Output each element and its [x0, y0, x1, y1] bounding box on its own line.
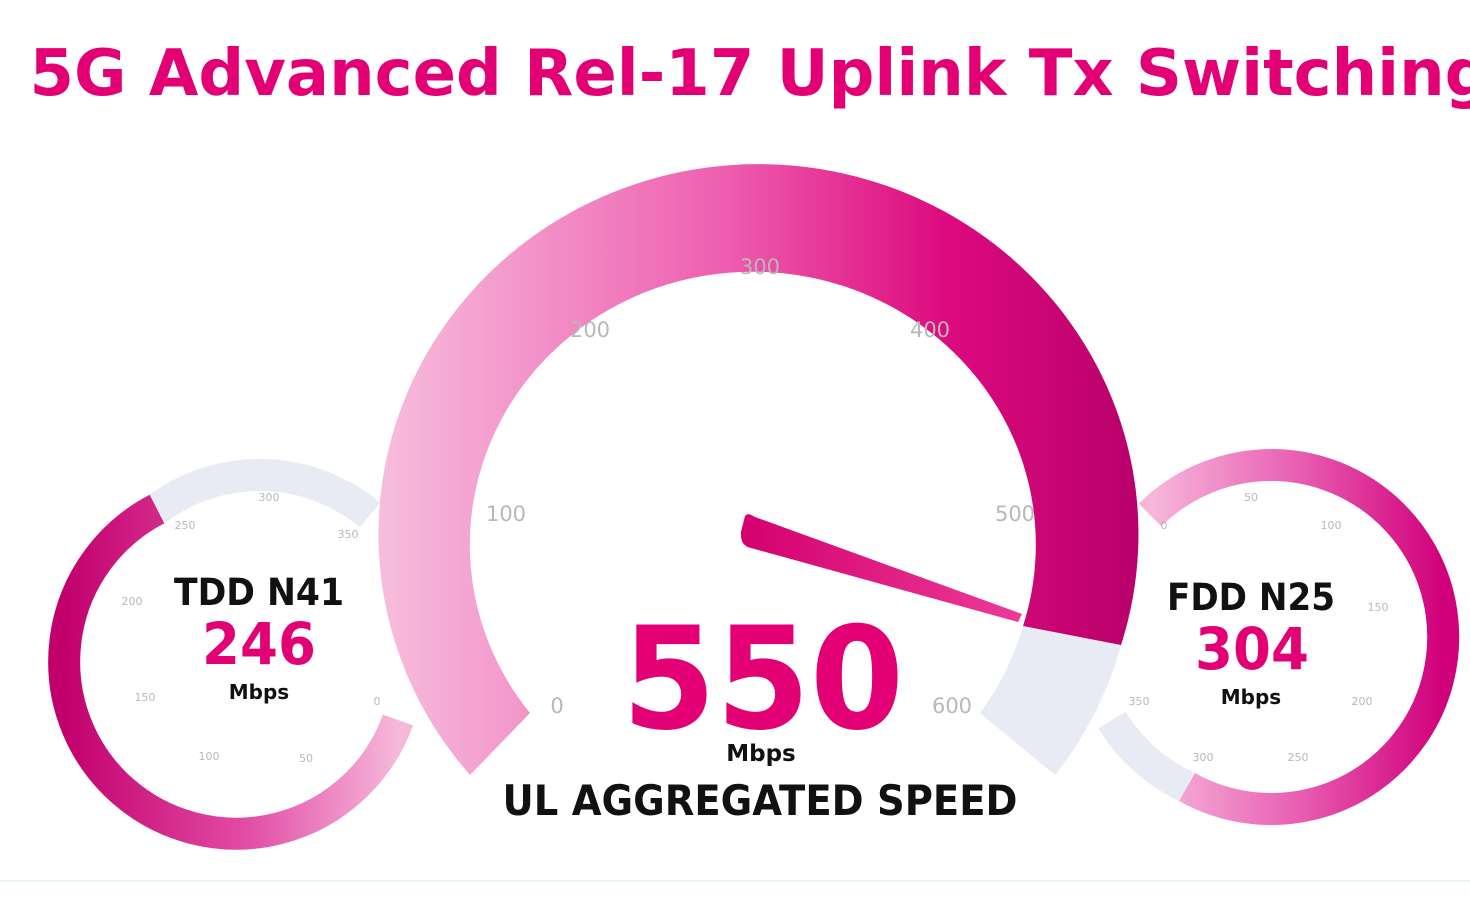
right-gauge-name: FDD N25	[1167, 576, 1335, 619]
left-gauge-name: TDD N41	[174, 571, 344, 614]
left-tick-150: 150	[135, 691, 156, 704]
main-tick-400: 400	[910, 318, 950, 342]
left-tick-350: 350	[338, 528, 359, 541]
right-tick-250: 250	[1288, 751, 1309, 764]
right-gauge-fill-arc	[1138, 449, 1460, 826]
right-tick-200: 200	[1352, 695, 1373, 708]
main-gauge-fill-arc	[378, 164, 1139, 775]
left-tick-0: 0	[374, 695, 381, 708]
page-title: 5G Advanced Rel-17 Uplink Tx Switching	[30, 37, 1470, 111]
right-tick-300: 300	[1193, 751, 1214, 764]
main-tick-100: 100	[486, 502, 526, 526]
main-tick-0: 0	[550, 694, 563, 718]
right-tick-100: 100	[1321, 519, 1342, 532]
main-gauge-needle	[740, 514, 1022, 622]
main-tick-600: 600	[932, 694, 972, 718]
left-gauge-unit: Mbps	[229, 680, 289, 704]
left-gauge-value: 246	[202, 610, 316, 678]
left-tick-200: 200	[122, 595, 143, 608]
left-gauge-track	[147, 459, 381, 528]
main-gauge-value: 550	[622, 597, 904, 762]
main-gauge: 0 100 200 300 400 500 600 550 Mbps UL AG…	[378, 164, 1139, 825]
main-gauge-ticks: 0 100 200 300 400 500 600	[486, 255, 1035, 718]
left-gauge: 0 50 100 150 200 250 300 350 TDD N41 246…	[48, 459, 414, 850]
left-gauge-ticks: 0 50 100 150 200 250 300 350	[122, 491, 381, 765]
right-gauge-track	[1098, 711, 1195, 802]
main-gauge-track	[980, 626, 1121, 775]
right-tick-50: 50	[1244, 491, 1258, 504]
right-gauge-ticks: 0 50 100 150 200 250 300 350	[1129, 491, 1389, 764]
bottom-divider	[0, 880, 1470, 882]
left-tick-100: 100	[199, 750, 220, 763]
left-tick-300: 300	[259, 491, 280, 504]
left-gauge-fill-arc	[48, 494, 414, 850]
main-tick-200: 200	[570, 318, 610, 342]
right-tick-150: 150	[1368, 601, 1389, 614]
right-gauge-value: 304	[1195, 615, 1309, 683]
main-tick-300: 300	[740, 255, 780, 279]
main-gauge-caption: UL AGGREGATED SPEED	[503, 776, 1018, 825]
right-tick-0: 0	[1161, 519, 1168, 532]
right-gauge: 0 50 100 150 200 250 300 350 FDD N25 304…	[1098, 449, 1460, 826]
main-tick-500: 500	[995, 502, 1035, 526]
left-tick-50: 50	[299, 752, 313, 765]
right-gauge-unit: Mbps	[1221, 685, 1281, 709]
left-tick-250: 250	[175, 519, 196, 532]
main-gauge-unit: Mbps	[726, 741, 796, 767]
right-tick-350: 350	[1129, 695, 1150, 708]
